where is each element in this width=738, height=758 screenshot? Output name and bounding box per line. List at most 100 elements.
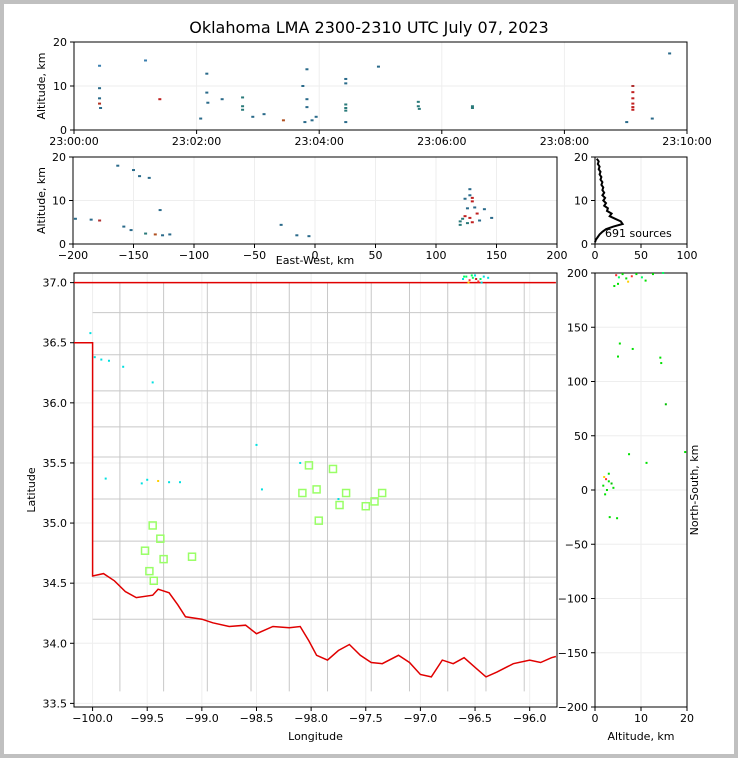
source-point <box>255 443 258 446</box>
east-west-altitude-xtick-label: −100 <box>179 249 209 262</box>
source-point <box>607 472 610 475</box>
source-point <box>206 101 210 104</box>
altitude-north-south-ytick-label: 200 <box>567 267 588 280</box>
plan-view-map-ylabel: Latitude <box>25 467 38 513</box>
east-west-altitude-panel <box>69 156 558 248</box>
source-point <box>645 461 648 464</box>
altitude-north-south-ytick-label: −50 <box>565 538 588 551</box>
plan-view-map-ytick-label: 34.5 <box>43 577 68 590</box>
source-point <box>608 516 611 519</box>
source-point <box>631 108 635 111</box>
source-point <box>299 461 302 464</box>
source-point <box>640 276 643 279</box>
source-point <box>635 273 638 276</box>
source-point <box>416 100 420 103</box>
source-point <box>479 278 482 281</box>
time-height-ytick-label: 0 <box>60 124 67 137</box>
source-point <box>684 451 687 454</box>
source-point <box>205 72 209 75</box>
altitude-histogram-ytick-label: 20 <box>574 151 588 164</box>
source-point <box>158 209 162 212</box>
source-point <box>631 91 635 94</box>
lma-station-marker <box>187 552 197 561</box>
source-point <box>644 279 647 282</box>
plan-view-map-ytick-label: 36.5 <box>43 337 68 350</box>
source-point <box>474 274 477 277</box>
source-point <box>487 276 490 279</box>
source-point <box>144 232 148 235</box>
source-point <box>98 219 102 222</box>
source-count-annotation: 691 sources <box>605 227 672 240</box>
source-point <box>659 356 662 359</box>
altitude-north-south-xtick-label: 20 <box>680 712 694 725</box>
lma-station-marker <box>159 554 168 564</box>
time-height-panel <box>70 41 688 134</box>
source-point <box>475 278 478 281</box>
plan-view-map-xtick-label: −96.0 <box>513 712 547 725</box>
source-point <box>146 478 149 481</box>
source-point <box>625 121 629 124</box>
source-point <box>344 109 348 112</box>
lma-station-marker <box>149 576 159 586</box>
lma-station-marker <box>377 488 387 498</box>
source-point <box>613 285 616 288</box>
source-point <box>631 347 634 350</box>
source-point <box>650 117 654 120</box>
source-point <box>604 493 607 496</box>
source-point <box>480 281 483 284</box>
source-point <box>178 481 181 484</box>
source-point <box>616 517 619 520</box>
source-point <box>98 64 102 67</box>
time-height-xtick-label: 23:00:00 <box>49 135 98 148</box>
east-west-altitude-xlabel: East-West, km <box>276 254 354 267</box>
source-point <box>605 489 608 491</box>
source-point <box>147 176 151 179</box>
altitude-north-south-ytick-label: 150 <box>567 321 588 334</box>
source-point <box>471 276 474 279</box>
source-point <box>153 233 157 236</box>
altitude-histogram-ytick-label: 10 <box>574 195 588 208</box>
time-height-xtick-label: 23:08:00 <box>540 135 589 148</box>
altitude-histogram-xtick-label: 100 <box>677 249 698 262</box>
source-point <box>144 59 148 62</box>
source-point <box>662 272 665 274</box>
plan-view-map-ytick-label: 33.5 <box>43 697 68 710</box>
altitude-histogram-ytick-label: 0 <box>581 238 588 251</box>
source-point <box>168 233 172 236</box>
plan-view-map-axes-box <box>73 272 558 708</box>
source-point <box>157 479 160 482</box>
source-point <box>617 282 619 285</box>
time-height-xtick-label: 23:06:00 <box>417 135 466 148</box>
altitude-north-south-ytick-label: 100 <box>567 376 588 389</box>
source-point <box>465 207 469 210</box>
source-point <box>470 200 474 203</box>
altitude-histogram-panel <box>591 156 688 248</box>
plan-view-map-xtick-label: −98.5 <box>240 712 274 725</box>
east-west-altitude-ytick-label: 0 <box>59 238 66 251</box>
source-point <box>467 281 470 284</box>
source-point <box>132 169 135 172</box>
source-point <box>314 115 318 118</box>
source-point <box>376 65 380 68</box>
source-point <box>631 106 635 109</box>
altitude-north-south-xlabel: Altitude, km <box>607 730 674 743</box>
source-point <box>98 102 102 105</box>
source-point <box>470 221 474 224</box>
source-point <box>344 82 348 85</box>
altitude-north-south-ylabel: North-South, km <box>688 445 701 536</box>
altitude-profile-line <box>594 158 625 243</box>
lma-station-marker <box>341 488 351 498</box>
source-point <box>168 481 171 484</box>
source-point <box>617 355 619 358</box>
lma-station-marker <box>312 485 321 494</box>
lma-station-marker <box>314 516 324 525</box>
source-point <box>310 119 314 122</box>
source-point <box>461 217 465 220</box>
plan-view-map-ytick-label: 35.0 <box>43 517 68 530</box>
source-point <box>99 107 103 109</box>
source-point <box>478 219 482 222</box>
source-point <box>458 220 462 223</box>
source-point <box>477 280 480 283</box>
east-west-altitude-ylabel: Altitude, km <box>35 167 48 234</box>
time-height-ytick-label: 20 <box>53 36 67 49</box>
